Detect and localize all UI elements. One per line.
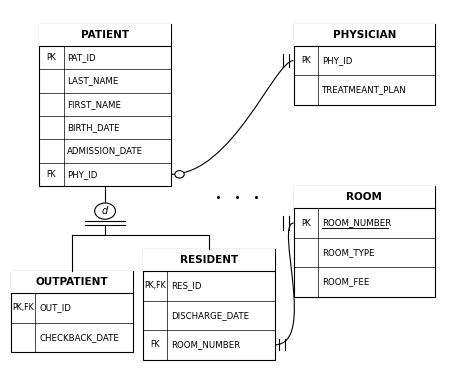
Text: FIRST_NAME: FIRST_NAME	[67, 100, 121, 109]
Bar	[39, 23, 171, 186]
Text: ROOM_FEE: ROOM_FEE	[322, 278, 369, 286]
Bar	[39, 23, 171, 46]
Text: PK: PK	[301, 219, 310, 228]
Text: FK: FK	[150, 340, 160, 349]
Bar	[11, 271, 133, 293]
Text: RES_ID: RES_ID	[171, 281, 201, 290]
Bar	[293, 186, 435, 297]
Text: TREATMEANT_PLAN: TREATMEANT_PLAN	[322, 86, 407, 94]
Text: ROOM_NUMBER: ROOM_NUMBER	[322, 219, 391, 228]
Bar	[293, 23, 435, 105]
Text: CHECKBACK_DATE: CHECKBACK_DATE	[39, 333, 119, 342]
Text: PHY_ID: PHY_ID	[322, 56, 352, 65]
Text: OUTPATIENT: OUTPATIENT	[36, 277, 109, 287]
Text: PK: PK	[301, 56, 310, 65]
Text: RESIDENT: RESIDENT	[180, 255, 238, 265]
Text: PAT_ID: PAT_ID	[67, 53, 96, 62]
Text: d: d	[102, 206, 108, 216]
Text: ADMISSION_DATE: ADMISSION_DATE	[67, 147, 144, 155]
Text: OUT_ID: OUT_ID	[39, 304, 71, 312]
Circle shape	[95, 203, 116, 219]
Text: BIRTH_DATE: BIRTH_DATE	[67, 123, 120, 132]
Bar	[143, 249, 275, 359]
Text: ROOM_TYPE: ROOM_TYPE	[322, 248, 374, 257]
Text: ROOM: ROOM	[346, 192, 382, 202]
Bar	[293, 23, 435, 46]
Text: PK: PK	[46, 53, 56, 62]
Text: DISCHARGE_DATE: DISCHARGE_DATE	[171, 311, 249, 320]
Text: FK: FK	[46, 170, 56, 179]
Bar	[11, 271, 133, 352]
Text: PHY_ID: PHY_ID	[67, 170, 98, 179]
Text: PHYSICIAN: PHYSICIAN	[333, 30, 396, 40]
Bar	[293, 186, 435, 208]
Text: PK,FK: PK,FK	[12, 304, 34, 312]
Text: PK,FK: PK,FK	[144, 281, 166, 290]
Bar	[143, 249, 275, 271]
Text: PATIENT: PATIENT	[81, 30, 129, 40]
Text: LAST_NAME: LAST_NAME	[67, 76, 118, 86]
Circle shape	[175, 171, 184, 178]
Text: ROOM_NUMBER: ROOM_NUMBER	[171, 340, 240, 349]
